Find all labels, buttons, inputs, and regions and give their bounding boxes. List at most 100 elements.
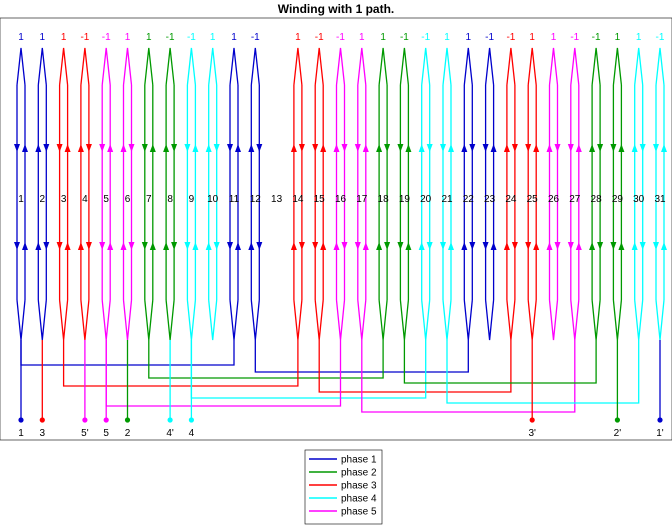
slot-number: 6 — [125, 194, 131, 205]
direction-label: -1 — [592, 32, 601, 43]
end-turn-top — [357, 47, 367, 86]
direction-label: -1 — [80, 32, 89, 43]
arrow-head — [567, 242, 574, 250]
end-turn-bottom — [335, 299, 346, 341]
end-turn-bottom — [80, 299, 90, 341]
direction-label: -1 — [421, 32, 430, 43]
slot-number: 31 — [654, 194, 666, 205]
slot-number: 10 — [207, 194, 219, 205]
arrow-head — [205, 242, 212, 250]
end-turn-bottom — [122, 299, 133, 341]
slot-number: 24 — [505, 194, 517, 205]
arrow-head — [107, 242, 114, 250]
terminal-dot — [614, 417, 621, 423]
bus-connection — [62, 340, 299, 387]
end-turn-bottom — [37, 299, 47, 341]
arrow-head — [418, 144, 425, 152]
arrow-head — [99, 144, 106, 152]
arrow-head — [448, 242, 454, 250]
arrow-head — [490, 242, 497, 250]
diagram-title: Winding with 1 path. — [278, 2, 395, 16]
arrow-head — [298, 144, 305, 152]
arrow-head — [128, 242, 135, 250]
arrow-head — [426, 144, 433, 152]
arrow-head — [639, 144, 646, 152]
slot-number: 14 — [292, 194, 304, 205]
arrow-head — [426, 242, 433, 250]
arrow-head — [461, 144, 468, 152]
terminal-dot — [529, 417, 535, 423]
arrow-head — [418, 242, 425, 250]
direction-label: 1 — [529, 32, 535, 43]
direction-label: -1 — [315, 32, 324, 43]
arrow-head — [610, 144, 617, 152]
terminal-dot — [657, 417, 663, 423]
end-turn-top — [548, 47, 559, 86]
bus-connection — [105, 340, 342, 407]
end-turn-bottom — [16, 299, 26, 341]
arrow-head — [482, 144, 489, 152]
arrow-head — [43, 242, 50, 250]
end-turn-top — [484, 47, 495, 86]
slot-number: 29 — [612, 194, 624, 205]
end-turn-top — [463, 47, 473, 86]
arrow-head — [77, 242, 84, 250]
arrow-head — [533, 144, 540, 152]
direction-label: 1 — [18, 32, 24, 43]
end-turn-top — [37, 47, 47, 86]
arrow-head — [354, 144, 361, 152]
arrow-head — [192, 242, 199, 250]
arrow-head — [22, 242, 28, 250]
arrow-head — [120, 144, 127, 152]
end-turn-bottom — [229, 299, 239, 341]
arrow-head — [213, 242, 220, 250]
end-turn-bottom — [484, 299, 495, 341]
arrow-head — [575, 242, 582, 250]
slot-number: 5 — [103, 194, 109, 205]
arrow-head — [448, 144, 454, 152]
terminal-label: 2' — [614, 428, 622, 439]
terminal-dot — [124, 417, 131, 423]
arrow-head — [503, 242, 510, 250]
arrow-head — [589, 242, 596, 250]
arrow-head — [14, 144, 20, 152]
arrow-head — [333, 144, 340, 152]
end-turn-top — [16, 47, 26, 86]
bus-connection — [318, 340, 512, 393]
arrow-head — [362, 144, 369, 152]
terminal-label: 5 — [103, 428, 109, 439]
arrow-head — [35, 242, 42, 250]
arrow-head — [107, 144, 114, 152]
arrow-head — [341, 144, 348, 152]
arrow-head — [610, 242, 617, 250]
end-turn-top — [58, 47, 69, 86]
arrow-head — [213, 144, 220, 152]
end-turn-top — [591, 47, 601, 86]
end-turn-bottom — [634, 299, 644, 341]
terminal-label: 3 — [40, 428, 46, 439]
end-turn-top — [506, 47, 516, 86]
terminal-dot — [39, 417, 45, 423]
arrow-head — [525, 242, 532, 250]
arrow-head — [362, 242, 369, 250]
arrow-head — [22, 144, 28, 152]
arrow-head — [205, 144, 212, 152]
terminal-dot — [167, 417, 173, 423]
end-turn-top — [612, 47, 623, 86]
slot-number: 20 — [420, 194, 432, 205]
end-turn-top — [527, 47, 537, 86]
end-turn-bottom — [506, 299, 516, 341]
arrow-head — [405, 242, 412, 250]
arrow-head — [120, 242, 127, 250]
legend-label: phase 3 — [341, 481, 377, 492]
end-turn-bottom — [548, 299, 559, 341]
end-turn-bottom — [399, 299, 410, 341]
arrow-head — [43, 144, 50, 152]
legend-label: phase 5 — [341, 507, 377, 518]
legend-label: phase 2 — [341, 468, 377, 479]
terminal-label: 1' — [656, 428, 664, 439]
end-turn-bottom — [463, 299, 473, 341]
direction-label: -1 — [506, 32, 515, 43]
direction-label: -1 — [187, 32, 196, 43]
